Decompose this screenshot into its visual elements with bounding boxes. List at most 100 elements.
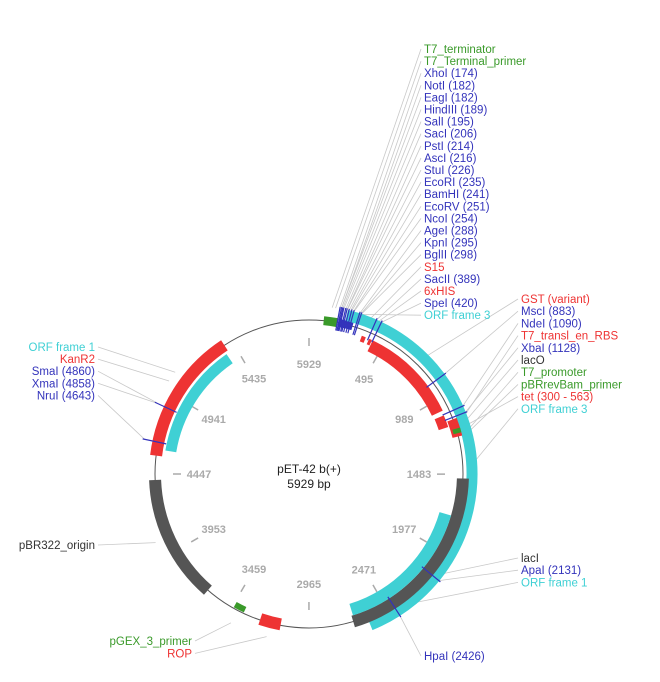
label-asci-216: AscI (216): [424, 153, 477, 165]
label-smai-4860: SmaI (4860): [32, 366, 95, 378]
label-saci-206: SacI (206): [424, 129, 477, 141]
tick-label: 1977: [392, 524, 416, 536]
leader-line: [381, 302, 422, 323]
label-noti-182: NotI (182): [424, 80, 475, 92]
site-tick: [338, 307, 345, 332]
leader-line: [352, 206, 422, 313]
site-tick: [345, 309, 353, 333]
leader-line: [444, 557, 519, 574]
label-kpni-295: KpnI (295): [424, 238, 478, 250]
leader-line: [331, 48, 422, 308]
label-hpai-2426: HpaI (2426): [424, 651, 485, 663]
feature-arc-orf-frame-1-inner: [349, 512, 452, 616]
label-t7-promoter: T7_promoter: [521, 367, 587, 379]
plasmid-size: 5929 bp: [287, 477, 331, 491]
label-rop: ROP: [167, 648, 192, 660]
label-agei-288: AgeI (288): [424, 226, 478, 238]
label-tet-300-563: tet (300 - 563): [521, 392, 593, 404]
label-laco: lacO: [521, 355, 545, 367]
label-6xhis: 6xHIS: [424, 286, 456, 298]
label-ecori-235: EcoRI (235): [424, 177, 486, 189]
tick-mark: [190, 537, 199, 543]
label-bglii-298: BglII (298): [424, 250, 477, 262]
label-apai-2131: ApaI (2131): [521, 565, 581, 577]
leader-line: [97, 542, 156, 546]
label-gst-variant: GST (variant): [521, 294, 590, 306]
label-orf-frame-3: ORF frame 3: [521, 404, 587, 416]
leader-line: [340, 85, 422, 310]
feature-arcs: [149, 310, 478, 631]
label-msci-883: MscI (883): [521, 306, 575, 318]
leader-line: [370, 266, 422, 319]
label-xhoi-174: XhoI (174): [424, 68, 478, 80]
leader-line: [97, 395, 145, 440]
leader-line: [427, 298, 519, 356]
tick-label: 989: [395, 414, 413, 426]
feature-arc-t7-rbs: [434, 415, 449, 431]
feature-arc-pbr322-origin: [149, 479, 212, 595]
leader-line: [470, 384, 519, 430]
leader-line: [462, 323, 519, 407]
label-ndei-1090: NdeI (1090): [521, 318, 582, 330]
site-tick: [353, 312, 363, 336]
label-stui-226: StuI (226): [424, 165, 475, 177]
leader-line: [340, 97, 422, 310]
leader-line: [417, 582, 519, 603]
leader-line: [360, 242, 422, 315]
feature-arc-6xhis: [366, 338, 372, 346]
tick-label: 5435: [242, 374, 266, 386]
tick-mark: [372, 355, 378, 364]
site-tick: [347, 309, 355, 334]
label-xmai-4858: XmaI (4858): [32, 378, 95, 390]
leader-line: [443, 310, 519, 375]
label-psti-214: PstI (214): [424, 141, 474, 153]
label-orf-frame-3: ORF frame 3: [424, 310, 490, 322]
feature-arc-laci: [351, 478, 469, 628]
tick-label: 3459: [242, 564, 266, 576]
label-sali-195: SalI (195): [424, 117, 474, 129]
leader-line: [464, 347, 519, 413]
leader-line: [360, 254, 422, 315]
site-tick: [366, 318, 378, 341]
leader-line: [342, 109, 422, 310]
site-tick: [421, 566, 441, 583]
label-ecorv-251: EcoRV (251): [424, 201, 490, 213]
site-tick: [442, 404, 465, 416]
leader-line: [351, 193, 422, 312]
feature-arc-kanr2: [150, 340, 228, 457]
feature-arc-tet: [447, 417, 463, 438]
leader-line: [361, 314, 422, 316]
feature-arc-orf-frame-3-outer: [345, 310, 478, 631]
leader-line: [345, 133, 422, 311]
leader-line: [476, 408, 519, 460]
label-kanr2: KanR2: [60, 354, 95, 366]
label-t7-terminal-primer: T7_Terminal_primer: [424, 56, 526, 68]
coordinate-ticks: 495 989 1483 1977 2471 2965 3459 3953 4447 4941 54…: [172, 338, 446, 611]
leader-line: [97, 346, 176, 373]
leader-line: [348, 169, 422, 311]
leader-line: [438, 569, 519, 581]
leader-line: [343, 121, 422, 310]
label-orf-frame-1: ORF frame 1: [29, 342, 95, 354]
tick-label: 4941: [201, 414, 225, 426]
feature-arc-t7-terminator: [323, 316, 338, 328]
tick-label: 1483: [407, 469, 431, 481]
site-tick: [336, 307, 343, 331]
label-bamhi-241: BamHI (241): [424, 189, 489, 201]
feature-arc-rop: [258, 613, 282, 631]
leader-line: [353, 218, 422, 313]
site-tick: [340, 307, 347, 332]
leader-line: [350, 181, 422, 312]
feature-arc-s15: [359, 335, 366, 343]
plasmid-backbone: [154, 319, 464, 629]
leader-line: [339, 73, 422, 309]
tick-mark: [419, 537, 428, 543]
site-tick: [337, 307, 344, 332]
label-hindiii-189: HindIII (189): [424, 105, 487, 117]
site-tick: [154, 401, 177, 413]
leader-line: [194, 622, 232, 642]
leader-line: [469, 371, 519, 428]
leader-line: [97, 358, 170, 382]
leader-line: [335, 60, 422, 309]
